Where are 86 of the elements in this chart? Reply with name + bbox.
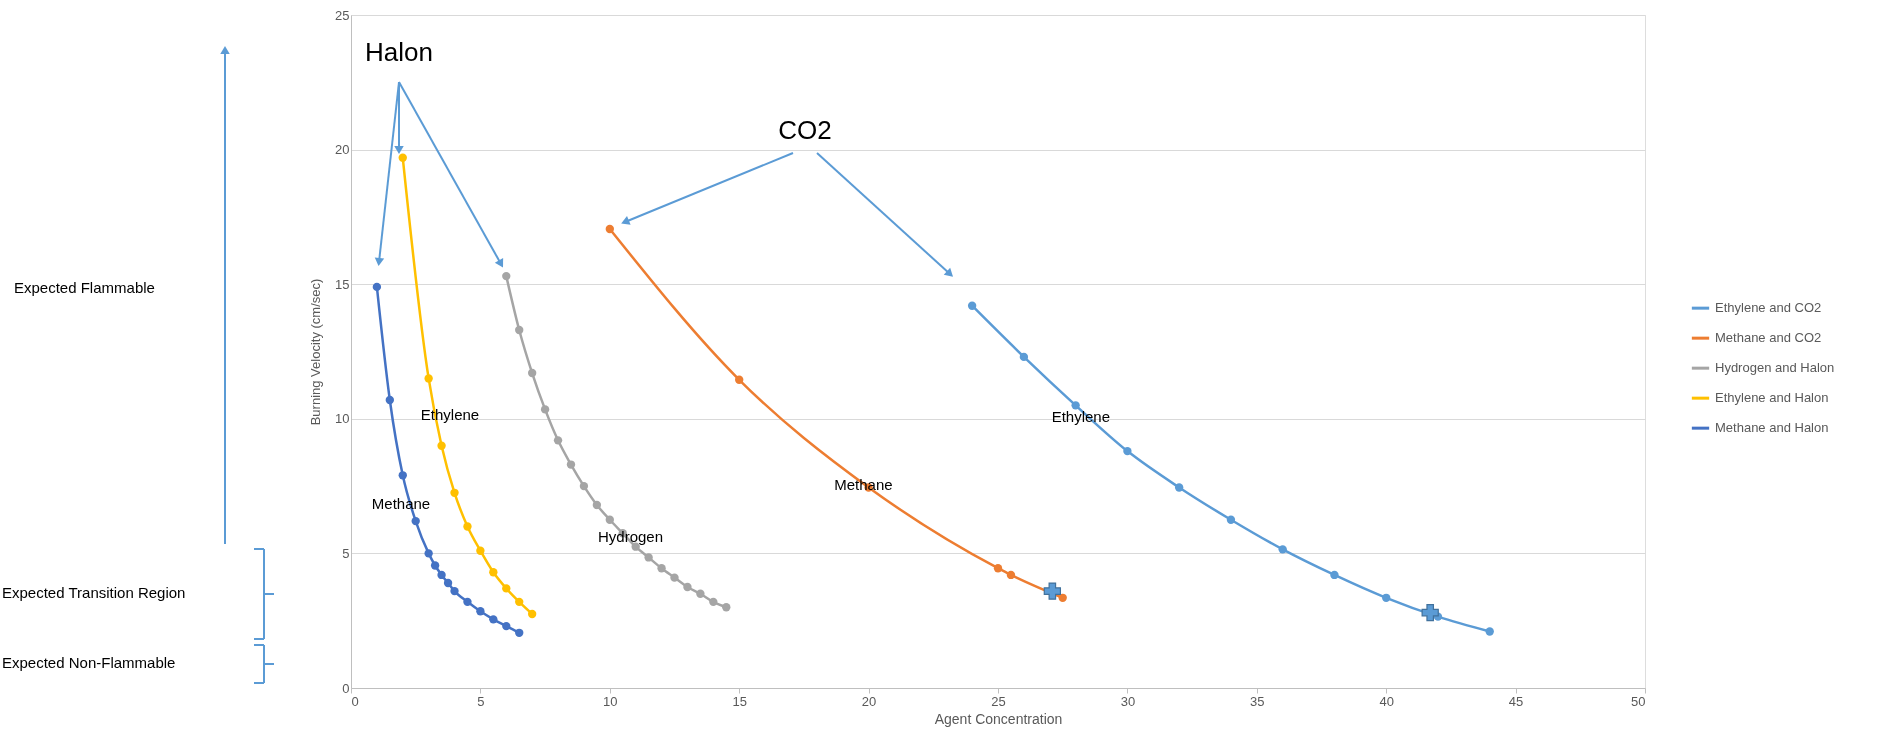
point <box>527 609 537 619</box>
text: Expected Transition Region <box>2 584 186 601</box>
point <box>1174 483 1184 492</box>
point <box>993 564 1003 573</box>
point <box>372 282 382 292</box>
point <box>1071 401 1080 410</box>
point <box>430 561 440 570</box>
point <box>709 597 718 607</box>
legend-label: Hydrogen and Halon <box>1715 360 1835 376</box>
point <box>502 584 511 593</box>
point <box>476 546 485 555</box>
point <box>540 405 550 414</box>
legend-label: Ethylene and CO2 <box>1715 300 1822 316</box>
point <box>515 597 524 607</box>
legend-label: Ethylene and Halon <box>1715 390 1829 406</box>
x-tick-label: 50 <box>1631 693 1646 709</box>
point <box>605 224 614 234</box>
point <box>1421 603 1439 622</box>
point <box>605 515 614 524</box>
x-tick-label: 35 <box>1250 693 1265 709</box>
x-tick-label: 30 <box>1120 693 1136 709</box>
point <box>644 553 653 562</box>
point <box>553 436 563 445</box>
point <box>967 301 977 310</box>
point <box>735 375 744 384</box>
y-tick-label: 10 <box>335 411 350 427</box>
x-tick-label: 25 <box>991 693 1006 709</box>
point <box>515 325 524 335</box>
point <box>515 628 524 637</box>
y-axis-title: Burning Velocity (cm/sec) <box>308 278 324 426</box>
point <box>1019 352 1029 362</box>
annotation: CO2 <box>778 115 832 145</box>
point <box>696 589 705 598</box>
point <box>1278 545 1287 554</box>
point <box>1006 570 1016 580</box>
point <box>463 597 472 607</box>
point <box>463 522 472 531</box>
annotation: Hydrogen <box>597 528 664 546</box>
point <box>566 460 576 469</box>
y-tick-label: 15 <box>335 276 350 292</box>
x-tick-label: 20 <box>861 693 877 709</box>
point <box>683 582 692 592</box>
point <box>657 564 666 573</box>
point <box>424 374 433 383</box>
x-tick-label: 45 <box>1508 693 1524 709</box>
text: Expected Non-Flammable <box>2 654 176 671</box>
point <box>489 615 498 624</box>
point <box>1043 582 1062 600</box>
point <box>450 586 459 596</box>
point <box>443 578 453 588</box>
point <box>592 500 602 510</box>
point <box>450 488 459 497</box>
x-tick-label: 10 <box>603 693 618 709</box>
annotation: Halon <box>364 36 433 67</box>
y-tick-label: 0 <box>342 680 350 696</box>
point <box>424 549 433 558</box>
point <box>411 516 420 526</box>
point <box>385 395 394 405</box>
point <box>489 568 498 577</box>
y-tick-label: 5 <box>342 545 350 561</box>
text: Expected Flammable <box>14 279 155 296</box>
x-tick-label: 15 <box>732 693 747 709</box>
point <box>476 607 485 616</box>
point <box>1330 570 1339 580</box>
point <box>1123 446 1132 456</box>
point <box>1226 515 1236 524</box>
point <box>579 481 589 491</box>
point <box>398 153 407 162</box>
x-tick-label: 5 <box>477 693 485 709</box>
point <box>527 368 537 378</box>
point <box>502 621 511 631</box>
point <box>437 570 446 580</box>
point <box>502 271 511 281</box>
point <box>1058 593 1067 602</box>
point <box>670 573 679 582</box>
y-tick-label: 25 <box>335 7 350 23</box>
point <box>398 471 407 480</box>
x-tick-label: 40 <box>1379 693 1394 709</box>
point <box>1382 593 1391 602</box>
x-axis-title: Agent Concentration <box>934 710 1063 727</box>
point <box>1485 627 1494 636</box>
legend-label: Methane and Halon <box>1715 420 1829 436</box>
point <box>722 603 731 612</box>
point <box>437 441 446 450</box>
legend-label: Methane and CO2 <box>1715 330 1822 346</box>
y-tick-label: 20 <box>335 142 350 158</box>
